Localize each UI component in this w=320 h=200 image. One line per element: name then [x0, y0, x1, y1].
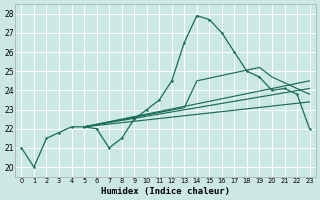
X-axis label: Humidex (Indice chaleur): Humidex (Indice chaleur) [101, 187, 230, 196]
